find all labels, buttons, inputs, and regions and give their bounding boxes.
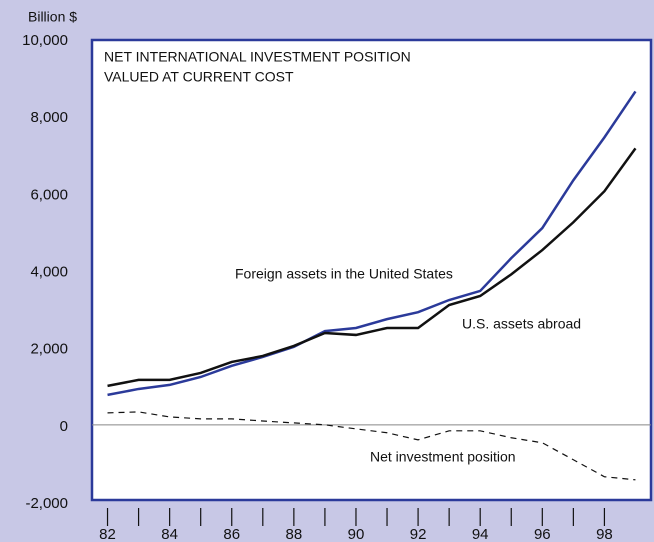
- series-label: Net investment position: [370, 449, 516, 465]
- x-tick-label: 90: [348, 526, 365, 542]
- x-tick-label: 96: [534, 526, 551, 542]
- y-tick-label: 8,000: [30, 109, 68, 126]
- plot-area: [90, 38, 653, 502]
- y-tick-label: 2,000: [30, 341, 68, 358]
- x-tick-label: 86: [223, 526, 240, 542]
- y-tick-label: 10,000: [22, 32, 68, 49]
- y-tick-label: 6,000: [30, 186, 68, 203]
- x-tick-label: 84: [161, 526, 178, 542]
- x-tick-label: 98: [596, 526, 613, 542]
- chart-title: NET INTERNATIONAL INVESTMENT POSITION: [104, 49, 411, 65]
- x-tick-label: 92: [410, 526, 427, 542]
- y-tick-label: 4,000: [30, 263, 68, 280]
- series-line: [107, 90, 637, 397]
- series-line: [107, 147, 637, 388]
- y-tick-label: -2,000: [25, 495, 68, 512]
- x-tick-label: 94: [472, 526, 489, 542]
- x-tick-label: 88: [286, 526, 303, 542]
- chart-title: VALUED AT CURRENT COST: [104, 69, 294, 85]
- series-label: Foreign assets in the United States: [235, 266, 453, 282]
- y-axis-label: Billion $: [28, 9, 77, 25]
- y-tick-label: 0: [60, 418, 68, 435]
- series-line: [107, 411, 636, 481]
- x-tick-label: 82: [99, 526, 116, 542]
- series-label: U.S. assets abroad: [462, 316, 581, 332]
